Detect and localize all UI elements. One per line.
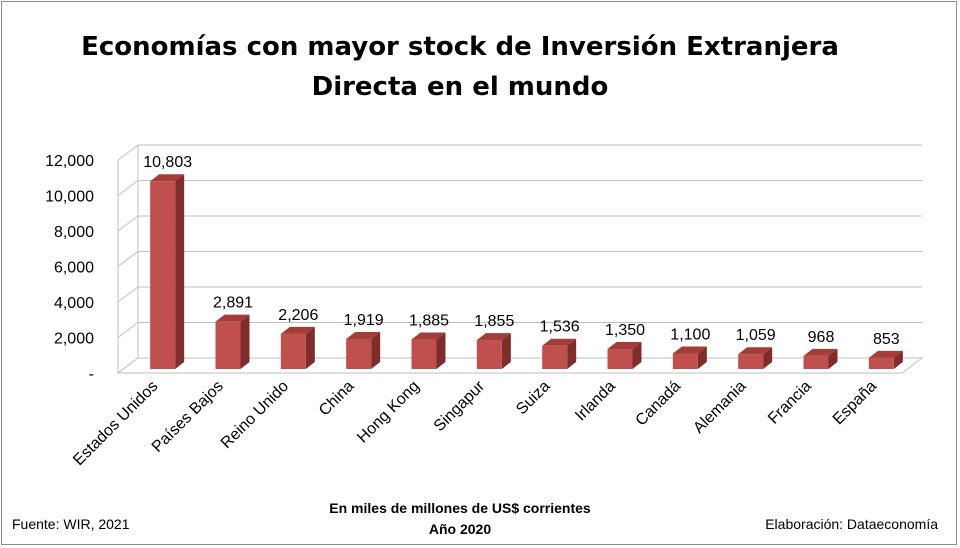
chart-title-line-2: Directa en el mundo: [311, 72, 609, 102]
bar-top: [868, 350, 903, 358]
x-tick-label: China: [316, 378, 358, 420]
bar: [346, 338, 372, 369]
bar: [542, 345, 568, 369]
data-label: 1,100: [670, 326, 710, 343]
x-tick-label: Alemania: [690, 378, 749, 437]
bar-top: [542, 338, 577, 346]
x-tick-label: Canadá: [633, 378, 685, 430]
bar: [215, 321, 241, 369]
bar-side: [632, 342, 642, 369]
chart-floor: [116, 357, 924, 374]
bar-side: [175, 174, 185, 369]
y-tick-label: 2,000: [54, 331, 94, 348]
wall-gridline: [117, 215, 139, 232]
x-tick-label: Estados Unidos: [70, 378, 161, 469]
bar: [738, 354, 764, 369]
bar-top: [280, 326, 315, 334]
x-tick-label: Reino Unido: [218, 378, 292, 452]
source-note: Fuente: WIR, 2021: [12, 516, 130, 532]
bar: [672, 353, 698, 369]
wall-gridline: [117, 180, 139, 196]
x-tick-label: Suiza: [513, 378, 553, 418]
bar: [803, 355, 829, 369]
data-label: 1,919: [344, 312, 384, 329]
bar-side: [240, 314, 250, 369]
bar-side: [567, 338, 577, 369]
bar-side: [893, 350, 903, 369]
wall-gridline: [117, 286, 139, 303]
bar-top: [672, 346, 707, 354]
bar: [280, 333, 306, 369]
bar-side: [697, 346, 707, 369]
data-label: 2,206: [278, 307, 318, 324]
year-caption: Año 2020: [428, 521, 492, 537]
y-tick-label: 10,000: [45, 189, 94, 206]
bar-top: [476, 333, 511, 341]
bar-top: [150, 174, 185, 182]
bar-side: [501, 333, 511, 369]
data-label: 1,855: [474, 313, 514, 330]
bar-side: [436, 332, 446, 369]
data-label: 853: [873, 331, 900, 348]
bar-top: [803, 348, 838, 356]
data-label: 1,059: [736, 327, 776, 344]
x-tick-label: España: [830, 378, 880, 428]
bar-side: [763, 347, 773, 369]
bar-top: [215, 314, 250, 322]
bar: [150, 181, 176, 369]
bar: [868, 357, 894, 369]
y-tick-label: 8,000: [54, 224, 94, 241]
bar-side: [828, 348, 838, 369]
wall-gridline: [117, 322, 139, 338]
bar-top: [738, 347, 773, 355]
x-tick-label: Francia: [765, 378, 815, 428]
bar-top: [411, 332, 446, 340]
bar-side: [305, 326, 315, 369]
bar-top: [346, 331, 381, 339]
data-label: 1,350: [605, 322, 645, 339]
bar-top: [607, 342, 642, 350]
x-tick-label: Singapur: [431, 377, 489, 435]
data-label: 1,885: [409, 313, 449, 330]
y-tick-label: 12,000: [45, 153, 94, 170]
y-tick-label: 6,000: [54, 260, 94, 277]
x-tick-label: Hong Kong: [354, 378, 423, 447]
data-label: 968: [808, 329, 835, 346]
credit-note: Elaboración: Dataeconomía: [765, 516, 938, 532]
wall-gridline: [117, 144, 139, 161]
y-tick-label: -: [89, 366, 94, 383]
data-label: 1,536: [540, 319, 580, 336]
data-label: 10,803: [143, 154, 192, 171]
chart-title-line-1: Economías con mayor stock de Inversión E…: [81, 32, 839, 62]
bar: [607, 349, 633, 369]
bar: [411, 339, 437, 369]
unit-caption: En miles de millones de US$ corrientes: [329, 500, 591, 516]
wall-gridline: [117, 251, 139, 267]
x-tick-label: Irlanda: [572, 378, 619, 425]
y-tick-label: 4,000: [54, 295, 94, 312]
bar: [476, 340, 502, 369]
data-label: 2,891: [213, 295, 253, 312]
bar-side: [371, 331, 381, 369]
